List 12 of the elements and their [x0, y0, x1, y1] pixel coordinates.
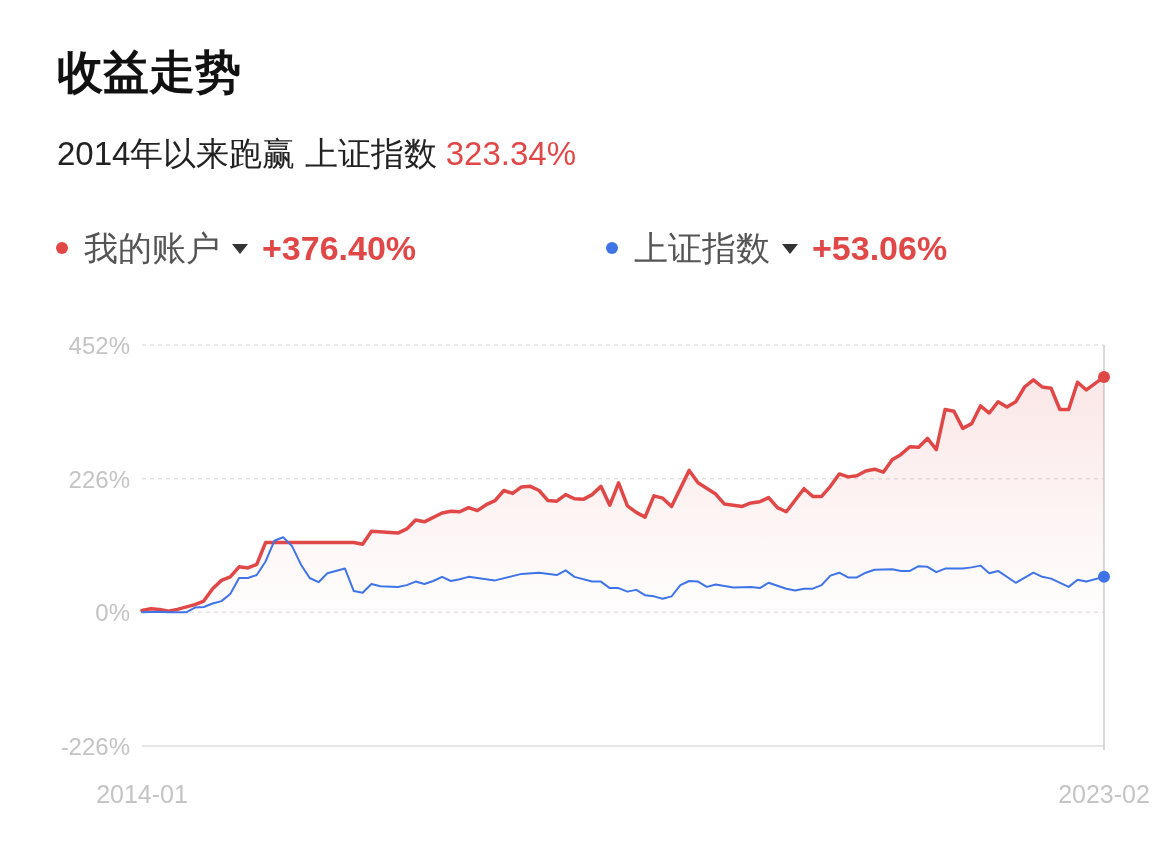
text: +53.06%: [812, 229, 948, 267]
text: +376.40%: [262, 229, 417, 267]
y-tick-label: 0%: [95, 599, 130, 627]
legend-label: 上证指数: [634, 229, 770, 267]
x-tick-label: 2014-01: [96, 780, 188, 808]
y-tick-label: -226%: [60, 733, 130, 760]
legend-label: 我的账户: [84, 229, 220, 267]
chart-title: 收益走势: [57, 46, 241, 98]
x-tick-label: 2023-02: [1058, 780, 1150, 808]
y-tick-label: 452%: [68, 332, 130, 359]
y-tick-label: 226%: [68, 465, 130, 493]
chart-subtitle: 2014年以来跑赢 上证指数 323.34%: [57, 135, 577, 172]
